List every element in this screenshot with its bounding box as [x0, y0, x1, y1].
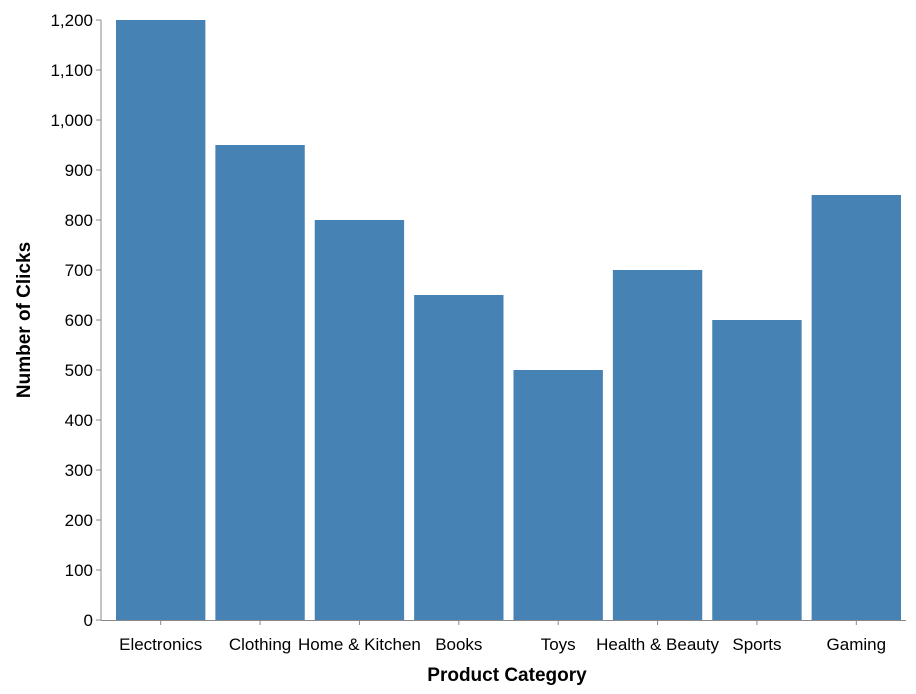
x-axis: Electronics Clothing Home & Kitchen Books To…: [101, 620, 906, 654]
y-tick-label: 0: [84, 611, 93, 630]
bar-gaming: [811, 195, 901, 620]
y-axis: 0 100 200 300 400 500 600 700 800 900 1,000 1,100 1,…: [50, 11, 102, 630]
x-tick-label: Home & Kitchen: [298, 635, 421, 654]
bar-sports: [712, 320, 802, 620]
x-tick-label: Books: [435, 635, 482, 654]
y-tick-label: 1,000: [50, 111, 93, 130]
y-tick-label: 700: [65, 261, 93, 280]
y-tick-label: 1,200: [50, 11, 93, 30]
y-tick-label: 200: [65, 511, 93, 530]
y-tick-label: 300: [65, 461, 93, 480]
x-tick-label: Gaming: [827, 635, 887, 654]
bar-home-kitchen: [314, 220, 405, 620]
y-tick-label: 900: [65, 161, 93, 180]
bar-books: [414, 295, 504, 620]
bar-electronics: [116, 20, 206, 620]
bars: [116, 20, 901, 620]
x-tick-label: Health & Beauty: [596, 635, 719, 654]
y-tick-label: 800: [65, 211, 93, 230]
x-tick-label: Sports: [732, 635, 781, 654]
x-tick-label: Electronics: [119, 635, 202, 654]
y-tick-label: 600: [65, 311, 93, 330]
y-tick-label: 500: [65, 361, 93, 380]
y-tick-label: 400: [65, 411, 93, 430]
x-tick-label: Toys: [541, 635, 576, 654]
y-tick-label: 1,100: [50, 61, 93, 80]
y-axis-title: Number of Clicks: [14, 242, 35, 398]
x-axis-title: Product Category: [427, 665, 587, 686]
y-tick-label: 100: [65, 561, 93, 580]
bar-clothing: [215, 145, 305, 620]
x-tick-label: Clothing: [229, 635, 291, 654]
bar-health-beauty: [612, 270, 703, 620]
bar-toys: [513, 370, 603, 620]
